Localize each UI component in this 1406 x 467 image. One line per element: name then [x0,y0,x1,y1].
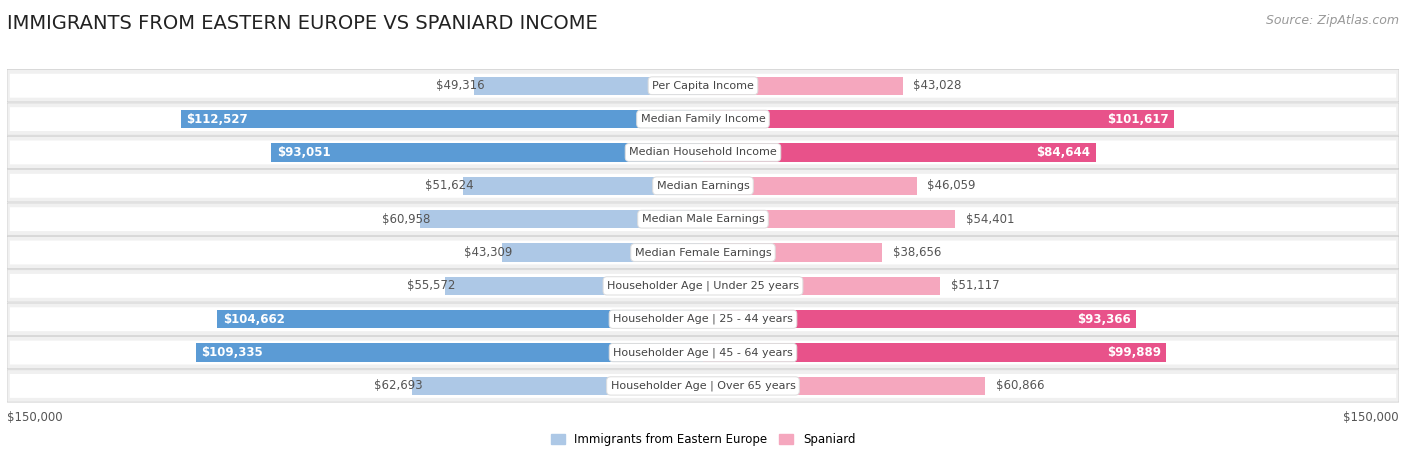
Text: $93,366: $93,366 [1077,313,1130,325]
Bar [420,210,703,228]
Text: $84,644: $84,644 [1036,146,1090,159]
Bar [502,243,703,262]
Text: $104,662: $104,662 [224,313,285,325]
FancyBboxPatch shape [10,241,1396,264]
Text: $51,624: $51,624 [425,179,474,192]
FancyBboxPatch shape [10,374,1396,398]
FancyBboxPatch shape [10,74,1396,98]
Text: $60,866: $60,866 [995,380,1045,392]
Text: $150,000: $150,000 [1343,411,1399,424]
FancyBboxPatch shape [7,136,1399,169]
FancyBboxPatch shape [7,303,1399,335]
FancyBboxPatch shape [10,107,1396,131]
FancyBboxPatch shape [7,269,1399,302]
Text: Median Household Income: Median Household Income [628,148,778,157]
FancyBboxPatch shape [10,207,1396,231]
Bar [412,377,703,395]
Text: $43,309: $43,309 [464,246,513,259]
Bar [703,310,1136,328]
Bar [218,310,703,328]
Text: $112,527: $112,527 [187,113,247,126]
Text: Source: ZipAtlas.com: Source: ZipAtlas.com [1265,14,1399,27]
Bar [181,110,703,128]
Text: $54,401: $54,401 [966,212,1014,226]
FancyBboxPatch shape [10,274,1396,298]
Bar [195,343,703,362]
Bar [703,177,917,195]
Bar [703,377,986,395]
FancyBboxPatch shape [10,141,1396,164]
Text: $150,000: $150,000 [7,411,63,424]
Text: $62,693: $62,693 [374,380,423,392]
Bar [703,143,1095,162]
FancyBboxPatch shape [10,340,1396,365]
FancyBboxPatch shape [7,370,1399,402]
Text: $43,028: $43,028 [912,79,962,92]
Text: $38,656: $38,656 [893,246,941,259]
Text: $93,051: $93,051 [277,146,330,159]
Bar [703,110,1174,128]
Text: Median Male Earnings: Median Male Earnings [641,214,765,224]
Text: Householder Age | 45 - 64 years: Householder Age | 45 - 64 years [613,347,793,358]
Text: $99,889: $99,889 [1107,346,1161,359]
Text: $51,117: $51,117 [950,279,1000,292]
FancyBboxPatch shape [7,203,1399,235]
FancyBboxPatch shape [7,170,1399,202]
Text: $101,617: $101,617 [1108,113,1168,126]
Text: $49,316: $49,316 [436,79,485,92]
Bar [446,276,703,295]
FancyBboxPatch shape [7,70,1399,102]
Text: Per Capita Income: Per Capita Income [652,81,754,91]
Text: Median Earnings: Median Earnings [657,181,749,191]
FancyBboxPatch shape [10,307,1396,331]
Text: $55,572: $55,572 [408,279,456,292]
FancyBboxPatch shape [7,236,1399,269]
Bar [464,177,703,195]
Text: Householder Age | Under 25 years: Householder Age | Under 25 years [607,281,799,291]
Text: Householder Age | Over 65 years: Householder Age | Over 65 years [610,381,796,391]
Bar [703,210,956,228]
Text: Median Family Income: Median Family Income [641,114,765,124]
Text: Median Female Earnings: Median Female Earnings [634,248,772,257]
Legend: Immigrants from Eastern Europe, Spaniard: Immigrants from Eastern Europe, Spaniard [546,428,860,451]
Bar [271,143,703,162]
Bar [703,243,883,262]
Bar [703,276,941,295]
Bar [474,77,703,95]
Bar [703,77,903,95]
FancyBboxPatch shape [7,103,1399,135]
Text: $46,059: $46,059 [927,179,976,192]
Text: Householder Age | 25 - 44 years: Householder Age | 25 - 44 years [613,314,793,325]
FancyBboxPatch shape [7,336,1399,369]
Text: IMMIGRANTS FROM EASTERN EUROPE VS SPANIARD INCOME: IMMIGRANTS FROM EASTERN EUROPE VS SPANIA… [7,14,598,33]
Text: $60,958: $60,958 [382,212,430,226]
Bar [703,343,1167,362]
FancyBboxPatch shape [10,174,1396,198]
Text: $109,335: $109,335 [201,346,263,359]
